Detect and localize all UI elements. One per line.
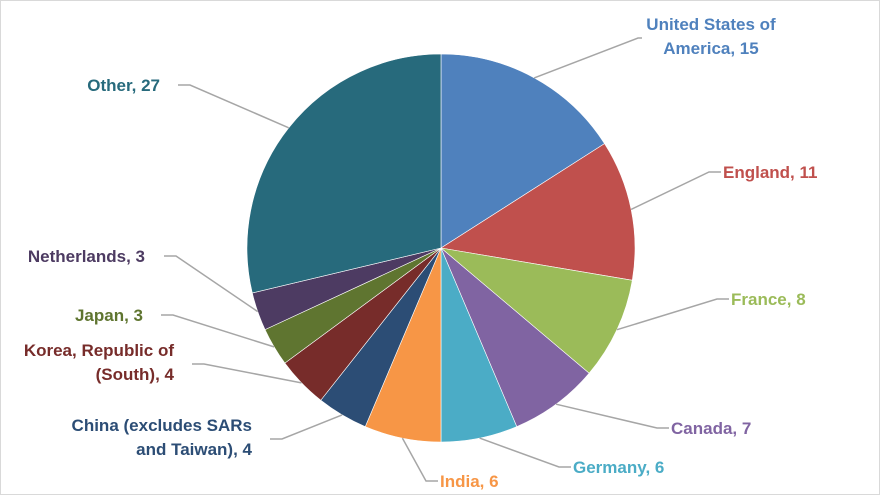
- slice-label-4: Germany, 6: [573, 458, 664, 477]
- leader-line-5: [401, 437, 438, 482]
- leader-line-0: [533, 37, 642, 79]
- slice-label-line: England, 11: [723, 163, 817, 182]
- leader-line-6: [270, 414, 343, 440]
- slice-label-line: Other, 27: [87, 76, 160, 95]
- slice-label-line: America, 15: [663, 39, 758, 58]
- slice-label-line: and Taiwan), 4: [136, 440, 252, 459]
- slice-label-6: China (excludes SARs and Taiwan), 4: [72, 416, 253, 459]
- pie-slice-0: [440, 53, 605, 249]
- slice-label-line: Germany, 6: [573, 458, 664, 477]
- slice-label-3: Canada, 7: [671, 419, 751, 438]
- pie-slice-2: [439, 247, 633, 374]
- leader-line-7: [192, 363, 302, 384]
- slice-label-line: France, 8: [731, 290, 806, 309]
- slice-label-line: United States of: [646, 15, 776, 34]
- slice-label-line: (South), 4: [96, 365, 175, 384]
- pie-slice-10: [246, 53, 442, 294]
- slice-label-10: Other, 27: [87, 76, 160, 95]
- slice-label-2: France, 8: [731, 290, 806, 309]
- leader-line-4: [479, 437, 571, 468]
- leader-line-2: [616, 298, 729, 331]
- slice-label-0: United States of America, 15: [646, 15, 776, 58]
- slice-label-7: Korea, Republic of (South), 4: [24, 341, 175, 384]
- slice-label-line: Netherlands, 3: [28, 247, 145, 266]
- slice-label-line: Canada, 7: [671, 419, 751, 438]
- pie-slice-1: [440, 143, 636, 281]
- leader-line-10: [178, 84, 289, 129]
- slice-label-line: Japan, 3: [75, 306, 143, 325]
- slice-label-line: China (excludes SARs: [72, 416, 252, 435]
- slice-label-8: Japan, 3: [75, 306, 143, 325]
- leader-line-9: [164, 255, 259, 313]
- slice-label-9: Netherlands, 3: [28, 247, 145, 266]
- leader-line-8: [161, 314, 275, 348]
- slice-label-line: India, 6: [440, 472, 499, 491]
- slice-label-5: India, 6: [440, 472, 499, 491]
- slice-label-line: Korea, Republic of: [24, 341, 175, 360]
- leader-line-3: [555, 403, 669, 429]
- leader-line-1: [630, 171, 721, 211]
- slice-label-1: England, 11: [723, 163, 817, 182]
